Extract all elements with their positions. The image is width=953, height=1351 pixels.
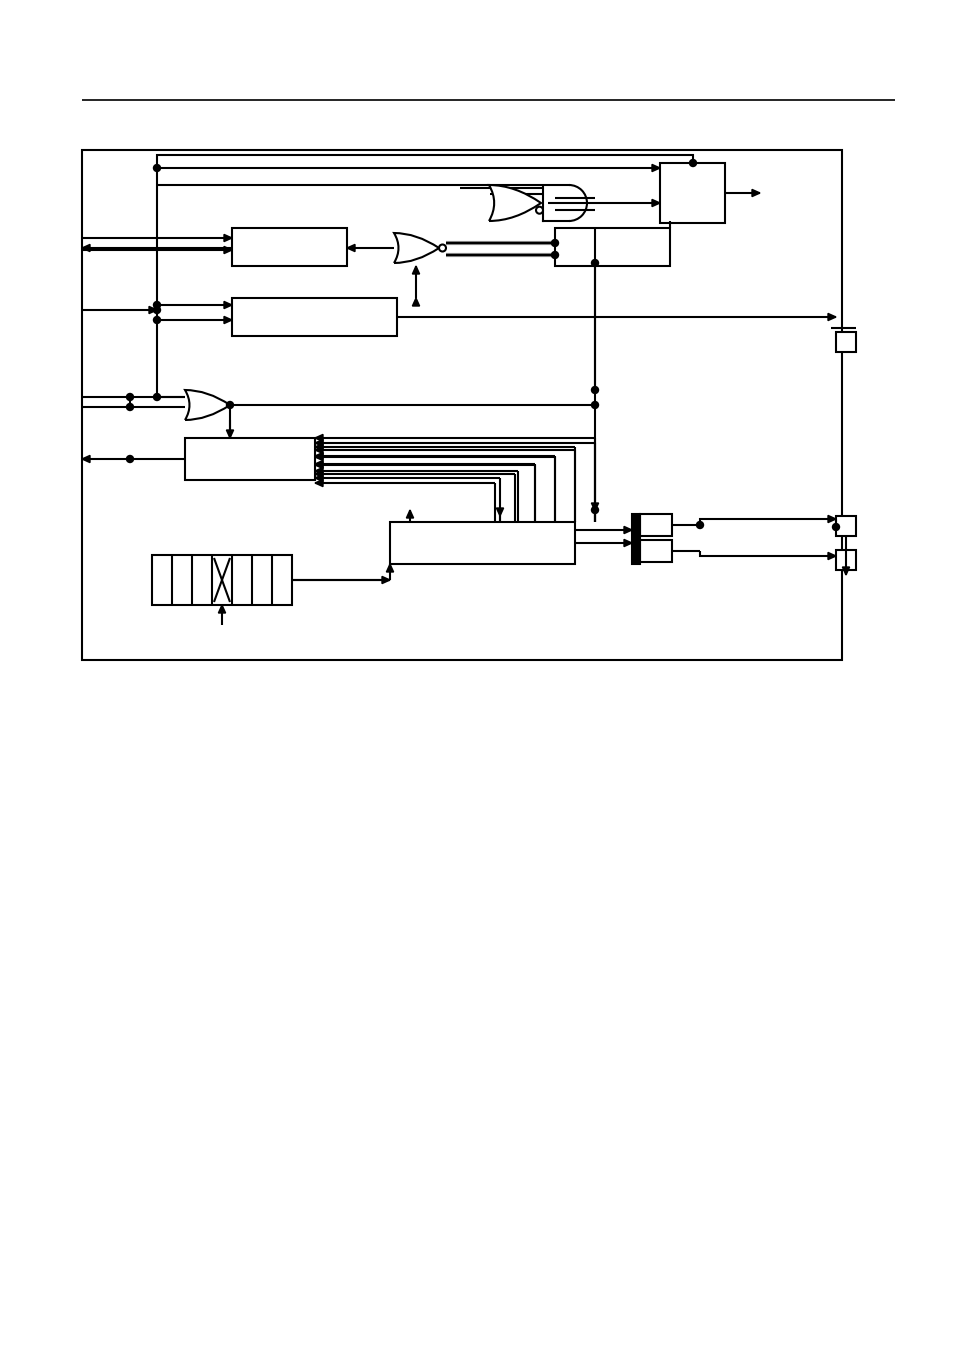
Bar [152,555,292,605]
Circle shape [127,404,133,411]
Polygon shape [314,461,323,467]
Polygon shape [314,480,323,486]
Polygon shape [314,454,323,461]
Polygon shape [412,299,419,305]
Circle shape [153,393,160,400]
Bar [631,513,639,563]
Polygon shape [841,567,849,576]
Circle shape [551,251,558,258]
Polygon shape [314,467,323,474]
Polygon shape [827,515,835,523]
Bar [835,516,855,536]
Polygon shape [82,245,90,251]
Circle shape [591,401,598,408]
Bar [232,299,396,336]
Polygon shape [827,553,835,559]
Circle shape [832,523,839,531]
Polygon shape [224,301,232,308]
PathPatch shape [185,390,230,420]
Polygon shape [224,246,232,254]
Polygon shape [386,563,394,571]
Polygon shape [224,235,232,242]
Circle shape [551,239,558,246]
Polygon shape [623,539,631,547]
Circle shape [696,521,702,528]
Circle shape [153,316,160,323]
Polygon shape [412,266,419,274]
Bar [555,228,669,266]
Bar [835,550,855,570]
Circle shape [153,307,160,313]
Polygon shape [751,189,760,197]
Circle shape [127,455,133,462]
Polygon shape [314,470,323,478]
Polygon shape [314,443,323,451]
Circle shape [689,159,696,166]
Bar [639,513,671,536]
PathPatch shape [489,185,540,222]
Polygon shape [314,446,323,454]
Circle shape [536,207,542,213]
Bar [82,150,841,661]
Polygon shape [381,577,390,584]
Polygon shape [591,503,598,511]
Bar [639,540,671,562]
Polygon shape [827,313,835,320]
Circle shape [591,507,598,513]
Bar [390,521,575,563]
Polygon shape [651,200,659,207]
Polygon shape [623,527,631,534]
Polygon shape [314,435,323,442]
Polygon shape [149,307,157,313]
Circle shape [153,301,160,308]
Polygon shape [218,605,225,613]
Circle shape [591,259,598,266]
Polygon shape [651,165,659,172]
Circle shape [591,386,598,393]
Bar [185,438,314,480]
Bar [835,332,855,353]
Polygon shape [314,453,323,459]
Polygon shape [314,462,323,469]
Polygon shape [226,430,233,438]
Polygon shape [314,439,323,447]
Circle shape [153,165,160,172]
Polygon shape [82,455,90,462]
Bar [659,163,724,223]
Polygon shape [406,509,414,517]
Circle shape [438,245,446,251]
PathPatch shape [394,232,438,263]
Polygon shape [224,316,232,324]
Circle shape [127,393,133,400]
Polygon shape [631,521,639,528]
Polygon shape [631,539,639,547]
Polygon shape [347,245,355,251]
Polygon shape [314,474,323,481]
Bar [232,228,347,266]
Polygon shape [496,508,503,516]
Circle shape [226,401,233,408]
